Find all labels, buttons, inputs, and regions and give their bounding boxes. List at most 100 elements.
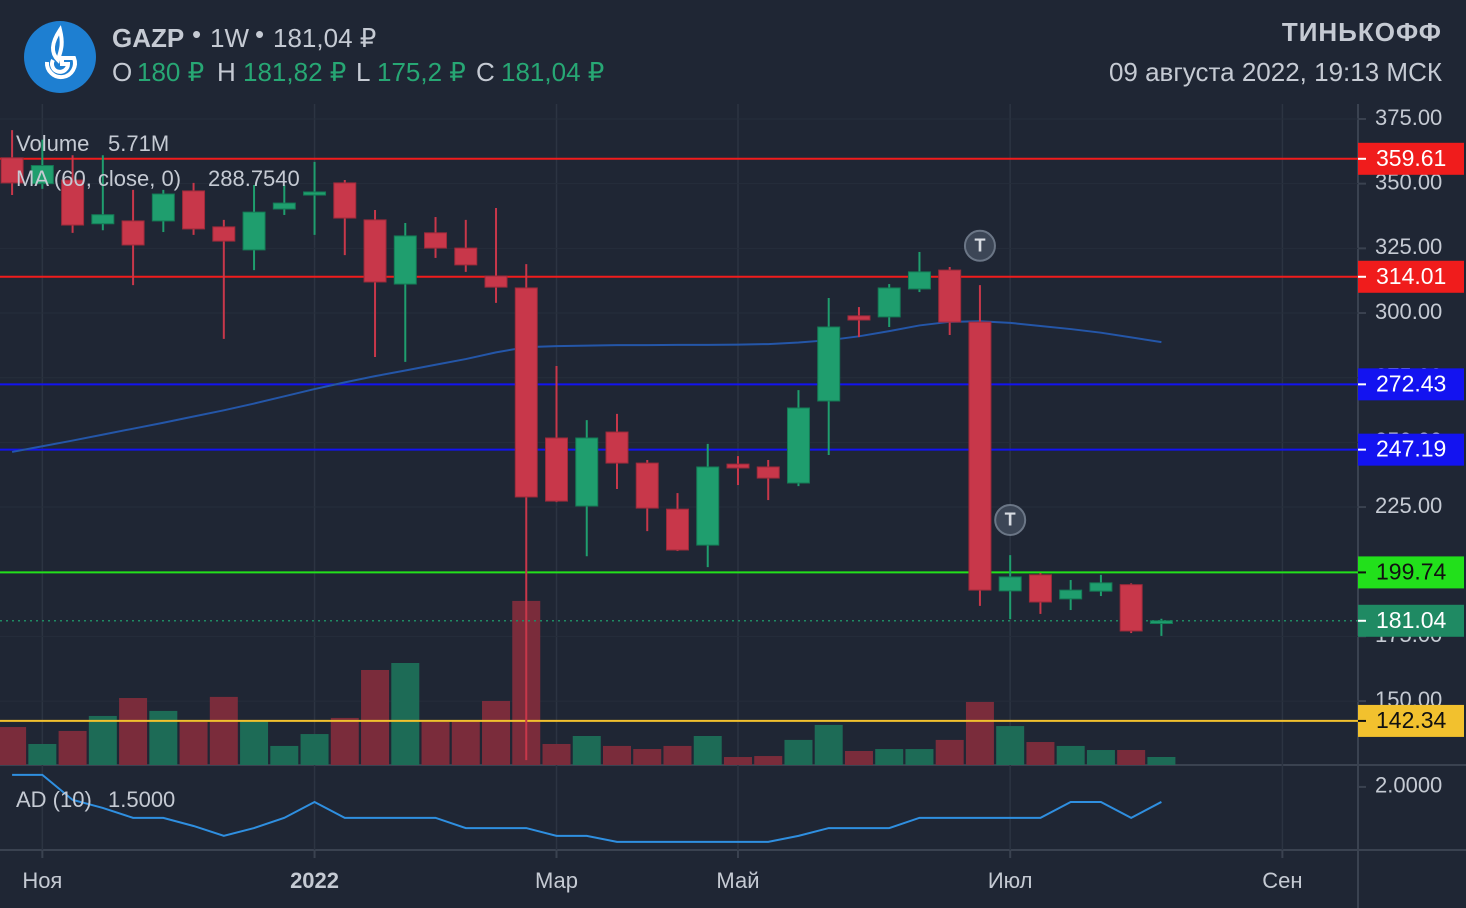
price-badge: [1358, 433, 1464, 466]
volume-bar: [482, 700, 511, 765]
candle-body: [30, 165, 54, 185]
low-label: L: [356, 57, 370, 87]
event-marker: [994, 503, 1027, 536]
candle-body: [0, 157, 24, 184]
volume-bar: [361, 669, 390, 765]
y-tick-label: 375.00: [1375, 105, 1442, 130]
candle-body: [817, 326, 841, 402]
volume-bar: [633, 749, 662, 765]
ma-legend: MA (60, close, 0): [16, 166, 181, 191]
price-badge-label: 247.19: [1376, 436, 1446, 462]
candle-body: [363, 219, 387, 283]
price-badge-label: 359.61: [1376, 145, 1446, 171]
x-tick-label: Июл: [988, 868, 1033, 893]
y-tick-label: 225.00: [1375, 493, 1442, 518]
candle-body: [272, 202, 296, 210]
candle-body: [1149, 620, 1173, 624]
volume-bar: [1147, 756, 1176, 765]
candle-body: [968, 321, 992, 591]
volume-bar: [1056, 745, 1085, 765]
candle-body: [393, 235, 417, 285]
low-value: 175,2 ₽: [377, 57, 466, 87]
volume-bar: [58, 730, 87, 765]
volume-bar: [693, 735, 722, 765]
volume-bar: [88, 715, 117, 765]
price-badge-label: 181.04: [1376, 607, 1447, 633]
volume-bar: [814, 724, 843, 765]
candle-body: [242, 211, 266, 251]
candle-body: [726, 463, 750, 469]
volume-bar: [1026, 742, 1055, 765]
price-badge: [1358, 704, 1464, 737]
y-tick-label: 325.00: [1375, 234, 1442, 259]
x-tick-label: Мар: [535, 868, 578, 893]
interval: 1W: [210, 23, 249, 53]
candle-body: [212, 226, 236, 242]
volume-bar: [602, 745, 631, 765]
candle-body: [545, 437, 569, 502]
volume-bar: [1117, 750, 1146, 765]
candle-body: [575, 437, 599, 507]
price-badge: [1358, 604, 1464, 637]
open-value: 180 ₽: [137, 57, 204, 87]
volume-legend-value: 5.71M: [108, 131, 169, 156]
high-label: H: [217, 57, 236, 87]
separator: •: [255, 19, 264, 49]
ma-legend-value: 288.7540: [208, 166, 300, 191]
price-badge-label: 142.34: [1376, 707, 1447, 733]
volume-bar: [965, 701, 994, 765]
event-marker-label: T: [974, 236, 985, 256]
volume-bar: [935, 739, 964, 765]
volume-bar: [723, 757, 752, 765]
candle-body: [91, 214, 115, 225]
candle-body: [303, 191, 327, 196]
candle-body: [454, 247, 478, 266]
brand: ТИНЬКОФФ: [1282, 17, 1442, 47]
volume-bar: [996, 726, 1025, 765]
ad-line: [12, 773, 1162, 843]
price-badge-label: 314.01: [1376, 263, 1446, 289]
candle-body: [696, 466, 720, 546]
open-label: O: [112, 57, 132, 87]
candle-body: [182, 190, 206, 230]
candle-body: [786, 407, 810, 484]
price-badge-label: 272.43: [1376, 370, 1446, 396]
ad-legend-value: 1.5000: [108, 787, 175, 812]
price: 181,04 ₽: [273, 23, 376, 53]
volume-bar: [28, 743, 57, 765]
volume-bar: [179, 721, 208, 765]
volume-bar: [209, 696, 238, 765]
volume-bar: [330, 717, 359, 765]
volume-bar: [119, 698, 148, 765]
ma-line: [11, 320, 1162, 453]
candle-body: [1028, 574, 1052, 603]
candle-body: [1089, 582, 1113, 592]
ad-legend: AD (10): [16, 787, 92, 812]
candle-body: [907, 271, 931, 290]
candle-body: [998, 576, 1022, 592]
price-badge: [1358, 368, 1464, 401]
candle-body: [333, 182, 357, 219]
price-badge: [1358, 260, 1464, 293]
volume-bar: [754, 756, 783, 765]
close-label: C: [476, 57, 495, 87]
logo-mark: [44, 25, 77, 80]
volume-bar: [572, 735, 601, 765]
candle-body: [61, 179, 85, 226]
price-badge-label: 199.74: [1376, 558, 1447, 584]
event-marker: [963, 229, 996, 262]
volume-bar: [240, 720, 269, 765]
volume-bar: [391, 662, 420, 765]
datetime: 09 августа 2022, 19:13 МСК: [1109, 57, 1442, 87]
volume-bar: [663, 745, 692, 765]
volume-bar: [300, 734, 329, 765]
event-marker-label: T: [1005, 510, 1016, 530]
separator: •: [192, 19, 201, 49]
volume-bar: [149, 710, 178, 765]
plot: Ноя2022МарМайИюлСен150.00175.00200.00225…: [0, 104, 1466, 908]
volume-bar: [875, 749, 904, 765]
candle-body: [756, 466, 780, 479]
y-tick-label: 2.0000: [1375, 773, 1442, 798]
volume-bar: [542, 743, 571, 765]
